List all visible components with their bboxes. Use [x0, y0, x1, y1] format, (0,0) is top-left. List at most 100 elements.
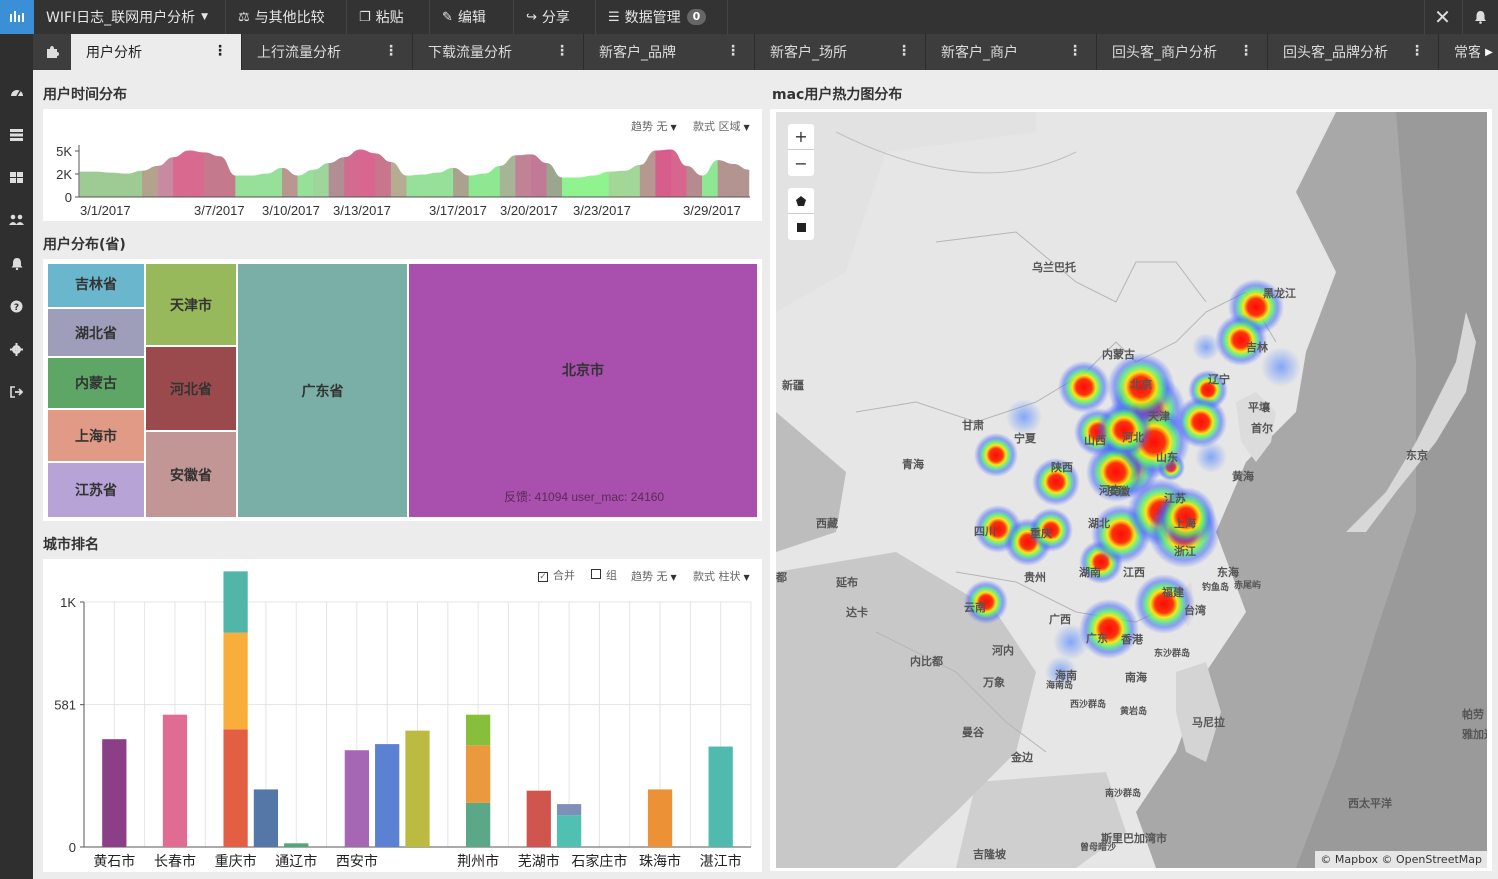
tab-returning-brand[interactable]: 回头客_品牌分析 ⋮: [1268, 34, 1439, 70]
treemap-cell[interactable]: 江苏省: [47, 462, 145, 518]
bar[interactable]: [556, 815, 582, 847]
bell-icon[interactable]: [0, 253, 33, 273]
area-segment[interactable]: [530, 154, 547, 198]
bar[interactable]: [162, 714, 188, 847]
logout-icon[interactable]: [0, 382, 33, 402]
tab-returning-merchant[interactable]: 回头客_商户分析 ⋮: [1097, 34, 1268, 70]
area-segment[interactable]: [624, 164, 641, 198]
dashboard-title-dropdown[interactable]: WIFI日志_联网用户分析 ▼: [34, 0, 226, 34]
bar[interactable]: [223, 729, 248, 847]
trend-dropdown[interactable]: 趋势 无 ▼: [631, 568, 677, 584]
area-segment[interactable]: [717, 160, 734, 198]
tab-scroll-right-icon[interactable]: ▶: [1480, 34, 1498, 70]
bar[interactable]: [526, 790, 551, 847]
area-segment[interactable]: [546, 162, 563, 198]
area-segment[interactable]: [484, 165, 501, 198]
table-icon[interactable]: [0, 125, 33, 145]
bar[interactable]: [405, 730, 430, 847]
treemap-cell[interactable]: 湖北省: [47, 308, 145, 357]
more-vertical-icon[interactable]: ⋮: [897, 43, 911, 59]
bar[interactable]: [223, 632, 248, 730]
share-button[interactable]: ↪ 分享: [514, 0, 596, 34]
area-segment[interactable]: [375, 153, 392, 198]
area-segment[interactable]: [266, 167, 283, 198]
area-segment[interactable]: [593, 171, 610, 198]
area-segment[interactable]: [562, 177, 579, 198]
more-vertical-icon[interactable]: ⋮: [726, 43, 740, 59]
area-segment[interactable]: [359, 149, 376, 198]
treemap-cell[interactable]: 安徽省: [145, 431, 237, 518]
dashboard-icon[interactable]: [0, 82, 33, 102]
style-dropdown[interactable]: 款式 区域 ▼: [693, 118, 750, 134]
group-checkbox[interactable]: 组: [591, 567, 617, 583]
treemap-cell[interactable]: 内蒙古: [47, 357, 145, 409]
map-attribution[interactable]: © Mapbox © OpenStreetMap: [1315, 851, 1487, 868]
tab-frequent-customer[interactable]: 常客: [1439, 34, 1498, 70]
tab-new-customer-brand[interactable]: 新客户_品牌 ⋮: [584, 34, 755, 70]
edit-button[interactable]: ✎ 编辑: [430, 0, 514, 34]
area-segment[interactable]: [515, 154, 532, 198]
data-management-button[interactable]: ☰ 数据管理 0: [596, 0, 728, 34]
area-segment[interactable]: [297, 169, 314, 198]
more-vertical-icon[interactable]: ⋮: [213, 43, 227, 59]
draw-rectangle-button[interactable]: [788, 214, 814, 240]
area-segment[interactable]: [639, 150, 656, 198]
bar[interactable]: [466, 714, 491, 746]
treemap-cell[interactable]: 河北省: [145, 346, 237, 431]
area-segment[interactable]: [422, 172, 439, 198]
bar[interactable]: [375, 744, 400, 847]
area-segment[interactable]: [390, 162, 407, 198]
treemap-cell[interactable]: 北京市: [408, 263, 758, 518]
bar[interactable]: [223, 571, 248, 633]
area-segment[interactable]: [110, 172, 127, 198]
area-segment[interactable]: [437, 167, 454, 198]
puzzle-icon[interactable]: [33, 34, 71, 70]
area-segment[interactable]: [188, 150, 205, 198]
more-vertical-icon[interactable]: ⋮: [1068, 43, 1082, 59]
tab-user-analysis[interactable]: 用户分析 ⋮: [71, 34, 242, 70]
more-vertical-icon[interactable]: ⋮: [384, 43, 398, 59]
style-dropdown[interactable]: 款式 柱状 ▼: [693, 568, 750, 584]
zoom-in-button[interactable]: +: [788, 124, 814, 150]
more-vertical-icon[interactable]: ⋮: [555, 43, 569, 59]
zoom-out-button[interactable]: −: [788, 150, 814, 176]
treemap-cell[interactable]: 吉林省: [47, 263, 145, 308]
area-segment[interactable]: [608, 170, 625, 198]
area-segment[interactable]: [235, 175, 252, 198]
bar[interactable]: [344, 750, 369, 847]
area-segment[interactable]: [499, 155, 516, 198]
more-vertical-icon[interactable]: ⋮: [1239, 43, 1253, 59]
area-segment[interactable]: [577, 175, 594, 198]
tab-new-customer-venue[interactable]: 新客户_场所 ⋮: [755, 34, 926, 70]
area-segment[interactable]: [313, 162, 330, 198]
area-segment[interactable]: [702, 160, 719, 198]
area-segment[interactable]: [453, 167, 470, 198]
area-segment[interactable]: [79, 171, 96, 198]
bar[interactable]: [708, 746, 733, 847]
compare-button[interactable]: ⚖ 与其他比较: [226, 0, 347, 34]
area-segment[interactable]: [655, 149, 672, 198]
area-segment[interactable]: [733, 163, 750, 198]
area-segment[interactable]: [95, 171, 112, 198]
grid-icon[interactable]: [0, 167, 33, 187]
bar[interactable]: [466, 802, 491, 847]
paste-button[interactable]: ❐ 粘贴: [347, 0, 430, 34]
area-segment[interactable]: [219, 156, 236, 198]
draw-polygon-button[interactable]: [788, 188, 814, 214]
tab-download-traffic[interactable]: 下载流量分析 ⋮: [413, 34, 584, 70]
heatmap-map[interactable]: + − 乌兰巴托 黑龙江 内蒙古 吉林 新疆 辽宁 甘肃 宁夏 北京 平壤 首尔…: [776, 112, 1487, 868]
bar[interactable]: [466, 745, 491, 803]
bell-icon[interactable]: [1462, 0, 1498, 34]
bar[interactable]: [102, 739, 127, 847]
area-segment[interactable]: [204, 152, 221, 198]
area-segment[interactable]: [670, 149, 688, 198]
treemap-cell[interactable]: 广东省: [237, 263, 408, 518]
area-segment[interactable]: [282, 167, 299, 198]
bar[interactable]: [647, 789, 673, 847]
users-icon[interactable]: [0, 210, 33, 230]
gear-icon[interactable]: [0, 339, 33, 359]
area-segment[interactable]: [157, 157, 174, 198]
bar[interactable]: [253, 789, 279, 847]
more-vertical-icon[interactable]: ⋮: [1410, 43, 1424, 59]
treemap-cell[interactable]: 天津市: [145, 263, 237, 346]
